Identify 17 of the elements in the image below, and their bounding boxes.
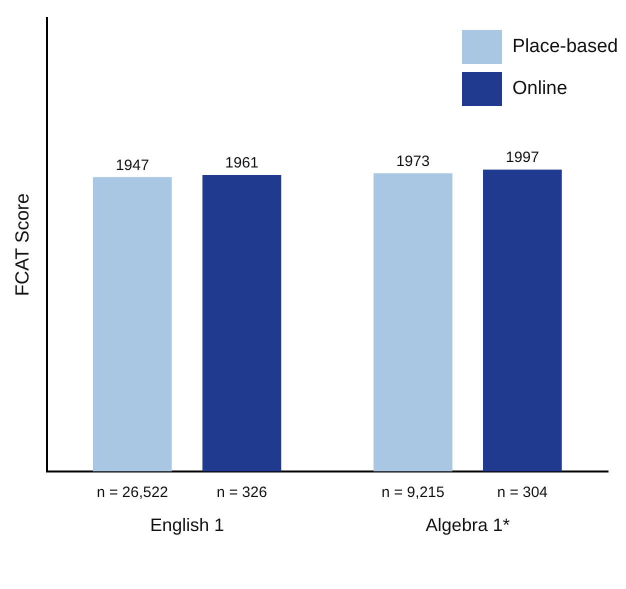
data-label: 1961	[225, 154, 259, 172]
bar	[374, 173, 452, 472]
text: n = 26,522	[96, 484, 168, 502]
text: n = 9,215	[381, 484, 444, 502]
bar	[483, 170, 562, 472]
y-axis-title: FCAT Score	[12, 193, 34, 296]
legend-label: Place-based	[512, 36, 618, 58]
text: n = 326	[216, 484, 268, 502]
x-tick-label: Algebra 1*	[426, 515, 510, 536]
text: n = 304	[497, 484, 548, 502]
legend-label: Online	[512, 78, 568, 100]
bar	[202, 175, 282, 472]
data-label: 1947	[116, 156, 150, 174]
data-label: 1973	[396, 152, 430, 170]
x-tick-label: English 1	[150, 515, 224, 536]
data-label: 1997	[506, 149, 540, 166]
bar	[92, 177, 172, 472]
